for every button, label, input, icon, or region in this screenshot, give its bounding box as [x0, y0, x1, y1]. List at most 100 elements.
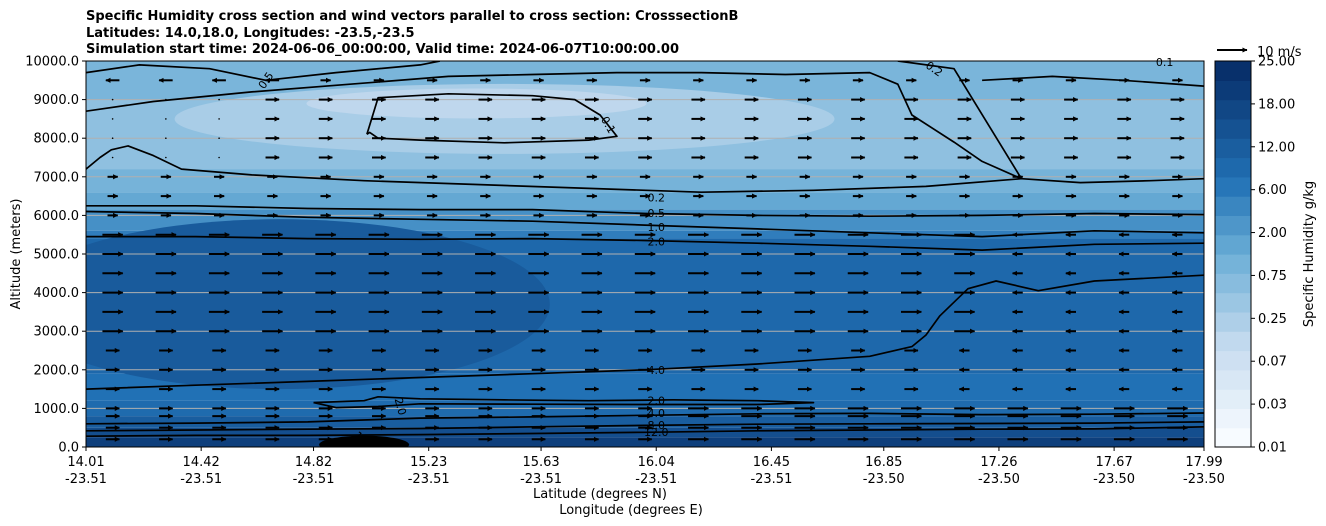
colorbar-swatch-0 — [1215, 427, 1251, 448]
x-tick-lon-0: -23.51 — [65, 472, 107, 487]
y-tick-label-4: 4000.0 — [34, 286, 80, 301]
x-tick-lat-5: 16.04 — [638, 455, 675, 470]
contour-label-group-9: 2.0 — [392, 396, 409, 416]
contour-4-11 — [86, 412, 1204, 425]
y-tick-label-10: 10000.0 — [25, 55, 79, 70]
contour-label: 0.2 — [647, 192, 665, 205]
x-tick-lon-9: -23.50 — [1093, 472, 1135, 487]
contour-label: 4.0 — [647, 364, 665, 377]
x-axis: 14.01 -23.51 14.42 -23.51 14.82 -23.51 15.23 -2… — [65, 447, 1225, 487]
x-tick-lat-6: 16.45 — [753, 455, 790, 470]
title-line-1: Specific Humidity cross section and wind… — [86, 9, 739, 24]
contour-2-10 — [313, 395, 815, 409]
humidity-band-3 — [86, 192, 1204, 210]
colorbar-swatch-2 — [1215, 389, 1251, 409]
colorbar-tick-label-8: 18.00 — [1258, 97, 1295, 112]
colorbar-frame — [1214, 60, 1252, 448]
colorbar-swatch-14 — [1215, 157, 1251, 178]
contour-label-group-12: 8.0 — [647, 419, 665, 432]
colorbar-swatch-8 — [1215, 273, 1251, 294]
contour-label: 12.0 — [644, 426, 669, 439]
humidity-band-11 — [86, 437, 1204, 447]
y-axis: 0.0 1000.0 2000.0 3000.0 4000.0 5000.0 6000.0 7… — [25, 55, 86, 456]
colorbar-tick-label-5: 2.00 — [1258, 226, 1287, 241]
colorbar-tick-label-4: 0.75 — [1258, 269, 1287, 284]
contour-layer — [86, 61, 1204, 438]
x-tick-lon-3: -23.51 — [408, 472, 450, 487]
contour-2-8 — [86, 235, 1204, 251]
contour-label-group-4: 0.2 — [647, 192, 665, 205]
contour-label-group-5: 0.5 — [647, 207, 665, 220]
y-axis-label: Altitude (meters) — [9, 199, 24, 310]
wind-vector — [218, 118, 220, 120]
colorbar-swatch-13 — [1215, 176, 1251, 197]
x-axis-label-lon: Longitude (degrees E) — [559, 503, 703, 518]
x-tick-lon-8: -23.50 — [978, 472, 1020, 487]
quiver-key-label: 10 m/s — [1257, 45, 1302, 60]
x-tick-lon-2: -23.51 — [293, 472, 335, 487]
contour-0.1-0 — [366, 92, 618, 144]
contour-0.2-2 — [86, 61, 1023, 180]
colorbar-swatch-12 — [1215, 196, 1251, 216]
y-tick-label-0: 0.0 — [58, 441, 79, 456]
colorbar-swatch-11 — [1215, 215, 1251, 236]
contour-0.2-3 — [86, 145, 1022, 194]
contour-label-layer: 0.50.2 0.10.10.20.51.02.04.02.0 2.04.08.01… — [256, 56, 1174, 448]
contour-label: 0.1 — [1156, 56, 1174, 69]
x-tick-lon-1: -23.51 — [180, 472, 222, 487]
y-tick-label-3: 3000.0 — [34, 325, 80, 340]
x-tick-lon-4: -23.51 — [520, 472, 562, 487]
x-tick-lat-4: 15.63 — [522, 455, 559, 470]
y-tick-label-2: 2000.0 — [34, 363, 80, 378]
colorbar-swatch-3 — [1215, 369, 1251, 390]
wind-vector — [165, 137, 167, 139]
contour-label: 1.0 — [647, 221, 665, 234]
contour-label-group-13: 12.0 — [644, 426, 669, 439]
colorbar-tick-label-1: 0.03 — [1258, 398, 1287, 413]
y-tick-label-8: 8000.0 — [34, 132, 80, 147]
quiver-key: 10 m/s — [1217, 45, 1302, 60]
contour-label: 2.0 — [392, 396, 409, 416]
wind-vector — [111, 118, 114, 120]
colorbar-swatch-5 — [1215, 331, 1251, 352]
contour-label-group-10: 2.0 — [647, 395, 665, 408]
colorbar-label: Specific Humidity g/kg — [1302, 181, 1317, 327]
contour-label-group-7: 2.0 — [647, 235, 665, 248]
y-tick-label-9: 9000.0 — [34, 93, 80, 108]
colorbar-swatch-16 — [1215, 118, 1251, 139]
x-tick-lon-5: -23.51 — [635, 472, 677, 487]
contour-8-12 — [86, 421, 1204, 432]
y-tick-label-5: 5000.0 — [34, 248, 80, 263]
x-tick-lat-2: 14.82 — [295, 455, 332, 470]
colorbar-tick-label-3: 0.25 — [1258, 312, 1287, 327]
contour-0.5-1 — [86, 61, 441, 82]
contour-label: 0.5 — [647, 207, 665, 220]
colorbar-swatch-10 — [1215, 234, 1251, 255]
colorbar-swatch-6 — [1215, 311, 1251, 332]
colorbar-swatch-1 — [1215, 408, 1251, 429]
wind-vector — [165, 118, 167, 120]
x-tick-lat-10: 17.99 — [1185, 455, 1222, 470]
contour-label-group-6: 1.0 — [647, 221, 665, 234]
title-line-2: Latitudes: 14.0,18.0, Longitudes: -23.5,… — [86, 25, 415, 41]
colorbar-tick-label-2: 0.07 — [1258, 355, 1287, 370]
contour-label: 4.0 — [647, 407, 665, 420]
x-axis-label-lat: Latitude (degrees N) — [533, 487, 667, 502]
y-tick-label-1: 1000.0 — [34, 402, 80, 417]
wind-vector — [218, 137, 220, 139]
wind-vector-layer — [102, 77, 1189, 442]
colorbar-swatch-4 — [1215, 350, 1251, 371]
wind-vector — [111, 137, 114, 139]
wind-vector — [218, 98, 220, 101]
colorbar-tick-label-6: 6.00 — [1258, 183, 1287, 198]
colorbar-swatch-7 — [1215, 292, 1251, 313]
chart-title: Specific Humidity cross section and wind… — [86, 9, 738, 59]
colorbar-swatch-19 — [1215, 61, 1251, 81]
x-tick-lat-0: 14.01 — [67, 455, 104, 470]
contour-12-13 — [86, 426, 1204, 438]
moist-layer-west — [86, 219, 550, 390]
wind-vector — [218, 156, 220, 159]
colorbar-swatch-15 — [1215, 138, 1251, 159]
contour-0.5-6 — [86, 204, 1204, 218]
